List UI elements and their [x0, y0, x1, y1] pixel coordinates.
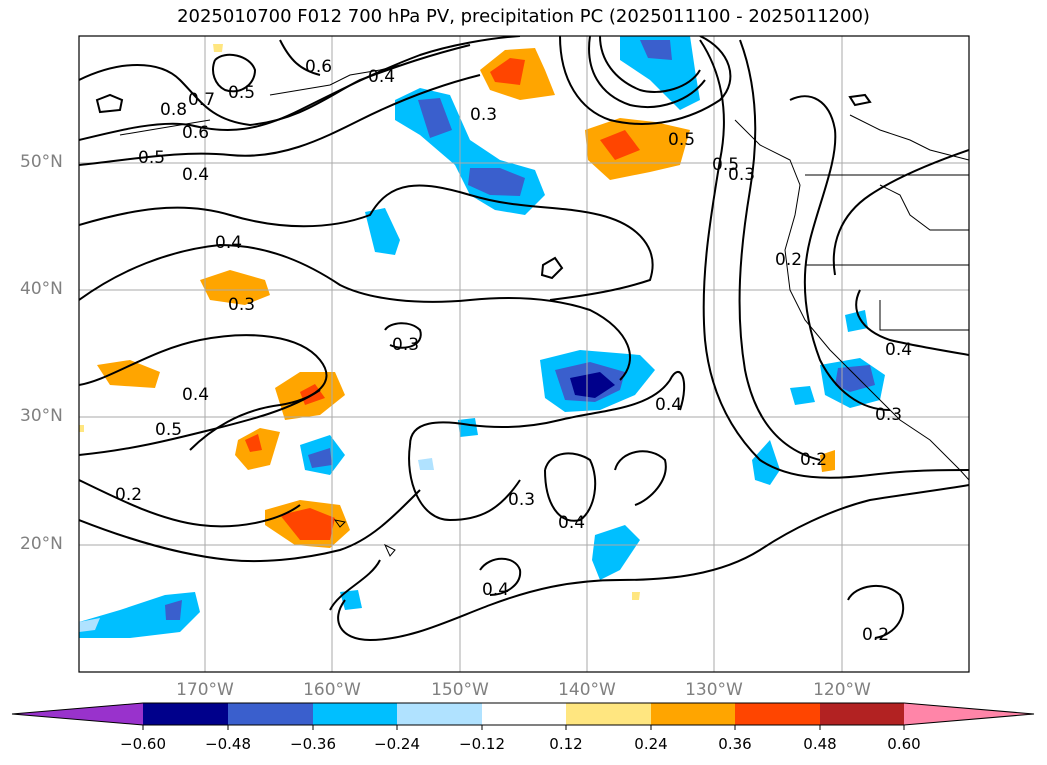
lon-label: 170°W: [176, 680, 234, 700]
colorbar-tick: 0.48: [803, 735, 837, 753]
contour-label: 0.4: [558, 513, 585, 533]
lat-label: 30°N: [20, 406, 63, 426]
colorbar-segment: [735, 703, 820, 725]
contour-labels: 0.7 0.8 0.6 0.5 0.5 0.4 0.6 0.4 0.3 0.5 …: [115, 57, 912, 645]
colorbar-extend-low: [12, 703, 143, 725]
colorbar-segment: [820, 703, 904, 725]
contour-label: 0.4: [482, 580, 509, 600]
colorbar-segment: [482, 703, 566, 725]
contour-label: 0.3: [470, 105, 497, 125]
colorbar-extend-high: [904, 703, 1034, 725]
contour-label: 0.3: [508, 490, 535, 510]
colorbar-tick: −0.12: [459, 735, 505, 753]
contour-label: 0.7: [188, 90, 215, 110]
contour-label: 0.5: [668, 130, 695, 150]
contour-label: 0.8: [160, 100, 187, 120]
lon-label: 160°W: [303, 680, 361, 700]
coastlines: [119, 64, 969, 557]
contour-label: 0.2: [775, 250, 802, 270]
colorbar: [11, 702, 1035, 730]
map-title: 2025010700 F012 700 hPa PV, precipitatio…: [177, 6, 870, 27]
colorbar-tick: 0.24: [634, 735, 668, 753]
colorbar-segment: [313, 703, 397, 725]
contour-label: 0.5: [228, 83, 255, 103]
contour-label: 0.4: [655, 395, 682, 415]
contour-label: 0.4: [885, 340, 912, 360]
contour-label: 0.2: [115, 485, 142, 505]
contour-label: 0.6: [182, 123, 209, 143]
graticule: [79, 36, 969, 672]
contour-label: 0.5: [712, 155, 739, 175]
lon-label: 120°W: [813, 680, 871, 700]
colorbar-segment: [566, 703, 651, 725]
colorbar-tick: −0.24: [374, 735, 420, 753]
contour-label: 0.4: [182, 165, 209, 185]
lat-label: 40°N: [20, 279, 63, 299]
precip-negative-shading: [79, 36, 885, 638]
contour-label: 0.3: [228, 295, 255, 315]
contour-label: 0.4: [368, 67, 395, 87]
contour-label: 0.5: [138, 148, 165, 168]
colorbar-tick: 0.12: [549, 735, 583, 753]
contour-label: 0.4: [215, 233, 242, 253]
colorbar-tick: −0.48: [205, 735, 251, 753]
lat-label: 20°N: [20, 534, 63, 554]
colorbar-tick: 0.60: [887, 735, 921, 753]
map-frame: [78, 35, 970, 673]
colorbar-segment: [651, 703, 735, 725]
lon-label: 130°W: [685, 680, 743, 700]
lon-label: 140°W: [558, 680, 616, 700]
contour-label: 0.3: [392, 335, 419, 355]
colorbar-tick: −0.60: [120, 735, 166, 753]
lon-label: 150°W: [431, 680, 489, 700]
contour-label: 0.3: [728, 165, 755, 185]
contour-label: 0.2: [800, 450, 827, 470]
contour-label: 0.3: [875, 405, 902, 425]
pv-contours: [79, 36, 969, 642]
colorbar-segment: [397, 703, 482, 725]
colorbar-tick: 0.36: [718, 735, 752, 753]
contour-label: 0.4: [182, 385, 209, 405]
lat-label: 50°N: [20, 152, 63, 172]
contour-label: 0.2: [862, 625, 889, 645]
contour-label: 0.5: [155, 420, 182, 440]
colorbar-tick: −0.36: [290, 735, 336, 753]
colorbar-segment: [228, 703, 313, 725]
contour-label: 0.6: [305, 57, 332, 77]
colorbar-segment: [143, 703, 228, 725]
